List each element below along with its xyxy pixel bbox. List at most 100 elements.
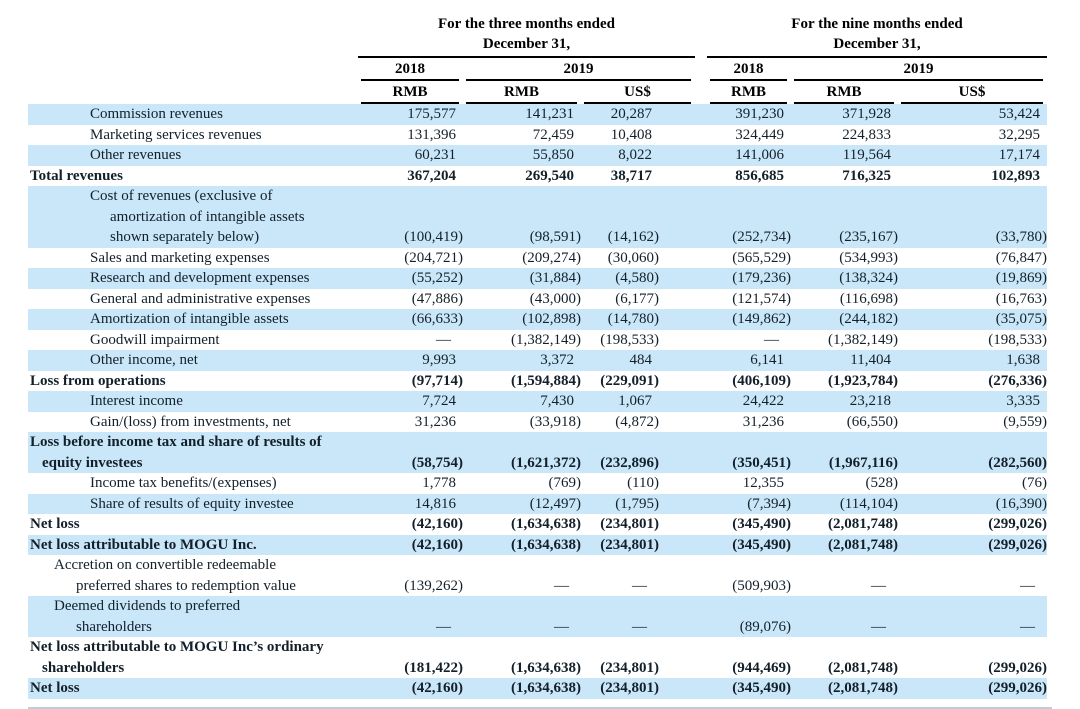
row-label-line: amortization of intangible assets <box>110 208 305 225</box>
cell-value: 484 <box>581 350 695 371</box>
cell-value: — <box>358 596 463 637</box>
cell-value: (234,801) <box>600 659 659 676</box>
row-label: Loss before income tax and share of resu… <box>28 432 358 473</box>
cell-value: 23,218 <box>791 391 898 412</box>
group-title-line2: December 31, <box>482 36 571 52</box>
row-label-line: Income tax benefits/(expenses) <box>90 475 277 491</box>
row-label: Other revenues <box>28 145 358 166</box>
table-row: Cost of revenues (exclusive of amortizati… <box>28 186 1047 248</box>
row-label-line: Commission revenues <box>90 106 223 122</box>
cell-value: (198,533) <box>988 331 1047 348</box>
group-gap <box>695 248 707 269</box>
cell-value: 269,540 <box>525 167 574 184</box>
cell-value: (1,382,149) <box>828 331 898 348</box>
cell-value: — <box>436 331 451 348</box>
cell-value: 12,355 <box>742 475 784 491</box>
cell-value: 391,230 <box>707 104 791 125</box>
group-gap <box>695 473 707 494</box>
row-label: Other income, net <box>28 350 358 371</box>
table-row: Goodwill impairment — (1,382,149) (198,533)… <box>28 330 1047 351</box>
row-label: Gain/(loss) from investments, net <box>28 412 358 433</box>
cell-value: 367,204 <box>407 167 456 184</box>
row-label-line: Deemed dividends to preferred <box>54 598 241 614</box>
row-label: Net loss attributable to MOGU Inc. <box>28 534 358 555</box>
cell-value: (30,060) <box>607 249 659 266</box>
cell-value: 17,174 <box>898 145 1047 166</box>
cell-value: 72,459 <box>532 126 574 143</box>
cell-value: (33,780) <box>898 186 1047 248</box>
cell-value: 9,993 <box>358 350 463 371</box>
cell-value: (55,252) <box>358 268 463 289</box>
cell-value: — <box>554 577 569 594</box>
cell-value: 10,408 <box>610 126 652 143</box>
cell-value: (14,780) <box>581 309 695 330</box>
table-header: For the three months ended December 31, … <box>28 14 1047 104</box>
cell-value: (2,081,748) <box>828 516 898 532</box>
cell-value: (43,000) <box>529 290 581 307</box>
table-row: Share of results of equity investee 14,81… <box>28 493 1047 514</box>
cell-value: (345,490) <box>707 534 791 555</box>
cell-value: 38,717 <box>610 167 652 184</box>
cell-value: 32,295 <box>998 126 1040 143</box>
cell-value: — <box>871 577 886 594</box>
group-gap <box>695 268 707 289</box>
cell-value: 31,236 <box>414 413 456 430</box>
table-row: Marketing services revenues 131,396 72,459… <box>28 125 1047 146</box>
cell-value: (12,497) <box>463 493 581 514</box>
row-label: Deemed dividends to preferred shareholder… <box>28 596 358 637</box>
cell-value: (350,451) <box>707 432 791 473</box>
row-label: Accretion on convertible redeemable prefe… <box>28 555 358 596</box>
cell-value: (1,634,638) <box>463 678 581 699</box>
cell-value: (299,026) <box>988 659 1047 676</box>
table-row: Net loss (42,160) (1,634,638) (234,801) (345… <box>28 678 1047 699</box>
cell-value: (9,559) <box>1003 413 1047 430</box>
cell-value: 8,022 <box>581 145 695 166</box>
currency-usd: US$ <box>581 81 695 104</box>
row-label: Commission revenues <box>28 104 358 125</box>
cell-value: 141,006 <box>707 145 791 166</box>
cell-value: (509,903) <box>732 577 791 594</box>
row-label: Net loss <box>28 678 358 699</box>
group-gap <box>695 104 707 125</box>
cell-value: 224,833 <box>842 126 891 143</box>
label-column-spacer <box>28 14 358 58</box>
group-gap <box>695 514 707 535</box>
row-label: Interest income <box>28 391 358 412</box>
cell-value: 31,236 <box>742 413 784 430</box>
cell-value: (58,754) <box>358 432 463 473</box>
row-label-line: Gain/(loss) from investments, net <box>90 413 291 430</box>
cell-value: (76) <box>1022 475 1047 491</box>
group-gap <box>695 493 707 514</box>
row-label-line: Accretion on convertible redeemable <box>54 557 276 573</box>
group-nine-months: For the nine months ended December 31, <box>707 14 1047 58</box>
cell-value: (139,262) <box>404 577 463 594</box>
table-row: Commission revenues 175,577 141,231 20,287 3… <box>28 104 1047 125</box>
cell-value: (1,382,149) <box>511 331 581 348</box>
group-gap <box>695 350 707 371</box>
group-gap <box>695 637 707 678</box>
group-gap <box>695 330 707 351</box>
cell-value: (114,104) <box>791 493 898 514</box>
cell-value: — <box>898 596 1047 637</box>
cell-value: (299,026) <box>988 516 1047 532</box>
table-body: Commission revenues 175,577 141,231 20,287 3… <box>28 104 1047 699</box>
group-gap <box>695 145 707 166</box>
cell-value: (2,081,748) <box>791 534 898 555</box>
table-row: Loss before income tax and share of resu… <box>28 432 1047 473</box>
cell-value: 6,141 <box>707 350 791 371</box>
cell-value: (565,529) <box>732 249 791 266</box>
table-row: Deemed dividends to preferred shareholder… <box>28 596 1047 637</box>
currency-header-row: RMB RMB US$ RMB RMB US$ <box>28 81 1047 104</box>
cell-value: (2,081,748) <box>828 659 898 676</box>
cell-value: (235,167) <box>791 186 898 248</box>
cell-value: (4,580) <box>581 268 695 289</box>
group-gap <box>695 186 707 248</box>
row-label-line: Research and development expenses <box>90 270 310 286</box>
cell-value: 3,372 <box>463 350 581 371</box>
row-label: Goodwill impairment <box>28 330 358 351</box>
cell-value: (138,324) <box>791 268 898 289</box>
table-row: Gain/(loss) from investments, net 31,236 (… <box>28 412 1047 433</box>
cell-value: 131,396 <box>407 126 456 143</box>
cell-value: (7,394) <box>707 493 791 514</box>
